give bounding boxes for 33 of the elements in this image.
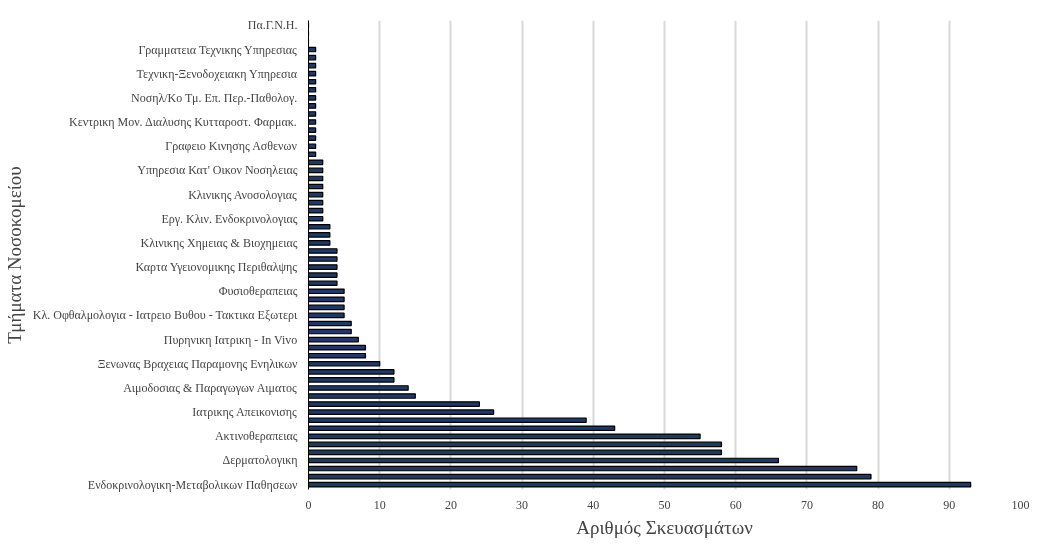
y-tick-label: Πα.Γ.Ν.Η.: [247, 18, 298, 33]
x-tick-label: 90: [943, 497, 956, 512]
y-tick-label: Αιμοδοσιας & Παραγωγων Αιματος: [123, 380, 298, 395]
y-tick-label: Ιατρικης Απεικονισης: [192, 405, 298, 420]
x-tick-label: 50: [658, 497, 671, 512]
y-tick-label: Εργ. Κλιν. Ενδοκρινολογιας: [161, 211, 298, 226]
y-tick-label: Δερματολογικη: [222, 453, 298, 468]
y-tick-label: Φυσιοθεραπειας: [218, 284, 298, 299]
y-tick-label: Ενδοκρινολογικη-Μεταβολικων Παθησεων: [87, 477, 299, 492]
y-tick-label: Υπηρεσια Κατ' Οικον Νοσηλειας: [137, 163, 298, 178]
y-tick-label: Τεχνικη-Ξενοδοχειακη Υπηρεσια: [136, 66, 298, 81]
x-axis-title: Αριθμός Σκευασμάτων: [576, 516, 754, 538]
y-tick-label: Καρτα Υγειονομικης Περιθαλψης: [135, 260, 298, 275]
x-tick-label: 20: [444, 497, 457, 512]
y-tick-label: Γραμματεια Τεχνικης Υπηρεσιας: [138, 42, 298, 57]
y-axis-title: Τμήματα Νοσοκομείου: [3, 166, 25, 344]
y-tick-label: Γραφειο Κινησης Ασθενων: [165, 139, 298, 154]
x-tick-label: 70: [800, 497, 813, 512]
y-tick-label: Ξενωνας Βραχειας Παραμονης Ενηλικων: [97, 356, 299, 371]
x-tick-label: 100: [1011, 497, 1030, 512]
x-tick-label: 0: [305, 497, 312, 512]
x-tick-label: 30: [516, 497, 529, 512]
x-tick-label: 40: [587, 497, 600, 512]
y-tick-label: Κεντρικη Μον. Διαλυσης Κυτταροστ. Φαρμακ.: [69, 115, 297, 130]
y-tick-label: Πυρηνικη Ιατρικη - In Vivo: [163, 332, 298, 347]
x-tick-label: 80: [872, 497, 885, 512]
x-tick-label: 10: [373, 497, 386, 512]
x-tick-label: 60: [729, 497, 742, 512]
y-tick-label: Νοσηλ/Κο Τμ. Επ. Περ.-Παθολογ.: [131, 90, 298, 105]
y-tick-label: Κλ. Οφθαλμολογια - Ιατρειο Βυθου - Τακτικα Εξωτερι: [32, 308, 299, 323]
y-tick-label: Κλινικης Χημειας & Βιοχημειας: [140, 235, 298, 250]
y-tick-label: Κλινικης Ανοσολογιας: [188, 187, 298, 202]
y-tick-label: Ακτινοθεραπειας: [214, 429, 298, 444]
